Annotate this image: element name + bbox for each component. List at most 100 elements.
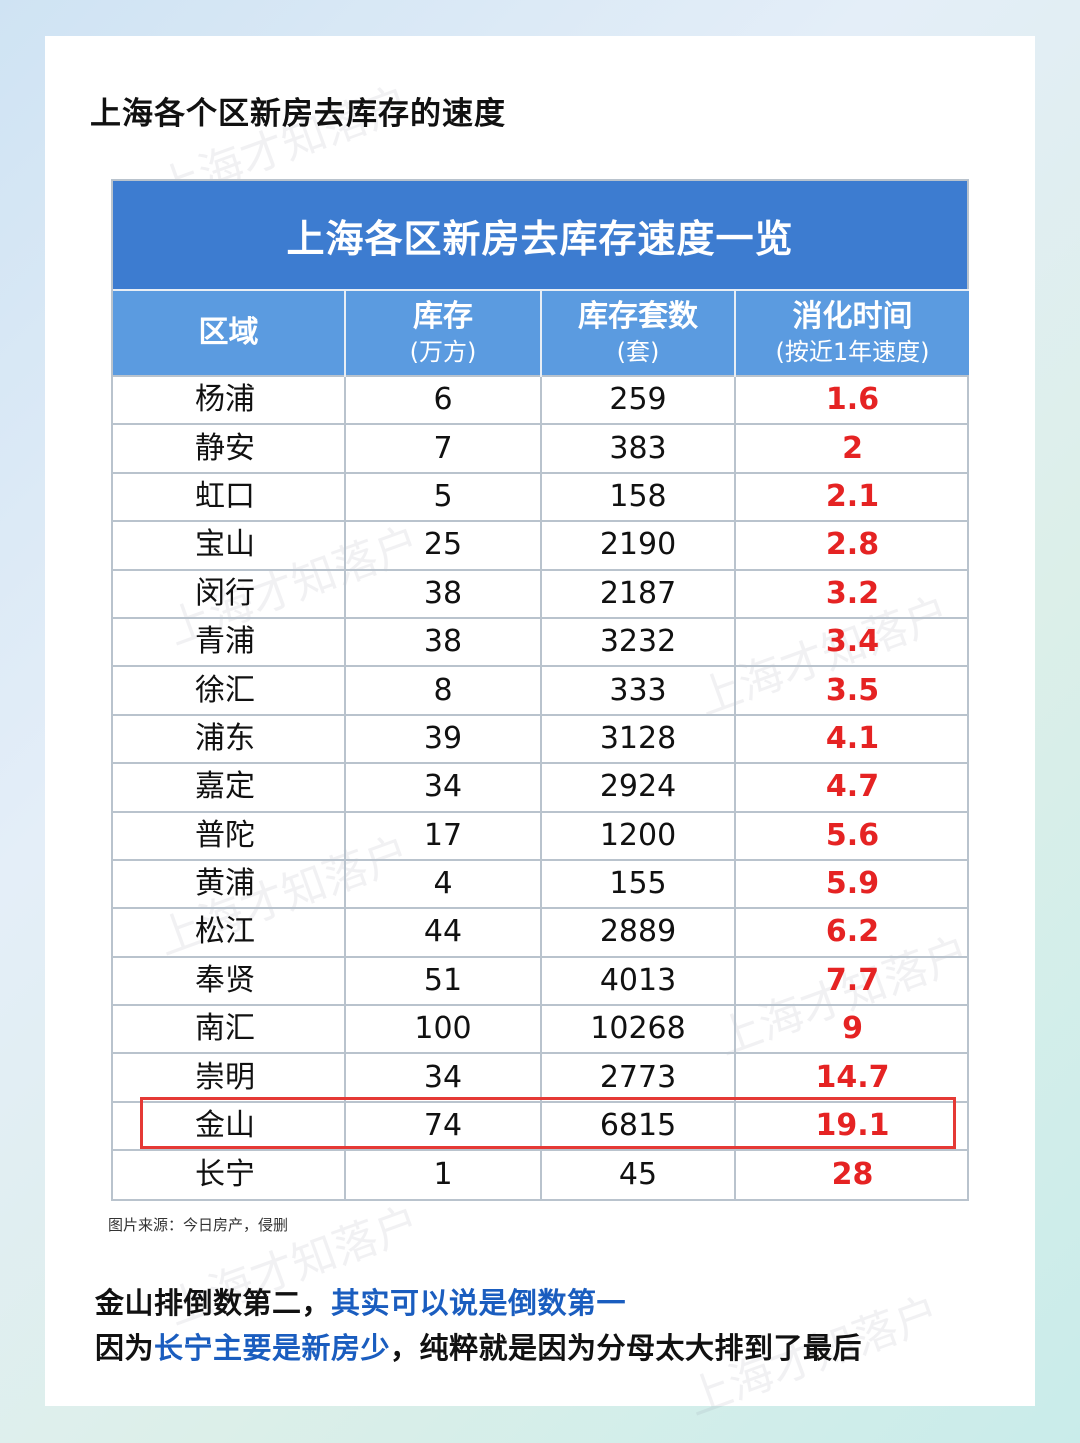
units-cell: 1200 (541, 810, 736, 860)
stock-cell: 34 (345, 1052, 542, 1102)
region-cell: 浦东 (113, 713, 346, 764)
table-row: 杨浦 6 259 1.6 (113, 374, 969, 425)
table-row: 松江 44 2889 6.2 (113, 907, 969, 957)
units-cell: 3128 (541, 713, 736, 764)
table-row: 奉贤 51 4013 7.7 (113, 955, 969, 1006)
units-cell: 3232 (541, 616, 736, 667)
stock-cell: 5 (345, 471, 542, 522)
page-title: 上海各个区新房去库存的速度 (90, 96, 506, 132)
units-cell: 333 (541, 665, 736, 715)
stock-cell: 8 (345, 665, 542, 715)
stock-cell: 4 (345, 858, 542, 909)
column-header-region: 区域 (113, 289, 346, 376)
footer-text: ，纯粹就是因为分母太大排到了最后 (390, 1331, 863, 1365)
time-cell: 19.1 (735, 1100, 969, 1151)
table-row: 南汇 100 10268 9 (113, 1004, 969, 1054)
region-cell: 徐汇 (113, 665, 346, 715)
stock-cell: 38 (345, 568, 542, 618)
table-banner-title: 上海各区新房去库存速度一览 (113, 181, 967, 289)
table-row: 徐汇 8 333 3.5 (113, 665, 969, 715)
table-row: 静安 7 383 2 (113, 423, 969, 473)
units-cell: 45 (541, 1149, 736, 1199)
column-header-time: 消化时间 (按近1年速度) (735, 289, 969, 376)
region-cell: 闵行 (113, 568, 346, 618)
table-row: 青浦 38 3232 3.4 (113, 616, 969, 667)
stock-cell: 1 (345, 1149, 542, 1199)
column-header-units: 库存套数 (套) (541, 289, 736, 376)
table-row: 金山 74 6815 19.1 (113, 1100, 969, 1151)
stock-cell: 25 (345, 520, 542, 570)
time-cell: 3.4 (735, 616, 969, 667)
region-cell: 宝山 (113, 520, 346, 570)
table-row: 闵行 38 2187 3.2 (113, 568, 969, 618)
region-cell: 虹口 (113, 471, 346, 522)
units-cell: 158 (541, 471, 736, 522)
footer-line-2: 因为长宁主要是新房少，纯粹就是因为分母太大排到了最后 (95, 1325, 862, 1367)
footer-line-1: 金山排倒数第二，其实可以说是倒数第一 (95, 1280, 626, 1322)
region-cell: 长宁 (113, 1149, 346, 1199)
footer-emphasis: 其实可以说是倒数第一 (331, 1286, 627, 1320)
region-cell: 松江 (113, 907, 346, 957)
region-cell: 嘉定 (113, 762, 346, 812)
stock-cell: 17 (345, 810, 542, 860)
time-cell: 7.7 (735, 955, 969, 1006)
region-cell: 金山 (113, 1100, 346, 1151)
column-header-stock: 库存 (万方) (345, 289, 542, 376)
stock-cell: 51 (345, 955, 542, 1006)
time-cell: 14.7 (735, 1052, 969, 1102)
units-cell: 10268 (541, 1004, 736, 1054)
region-cell: 南汇 (113, 1004, 346, 1054)
stock-cell: 39 (345, 713, 542, 764)
source-note: 图片来源：今日房产，侵删 (108, 1216, 289, 1234)
stock-cell: 6 (345, 374, 542, 425)
time-cell: 4.1 (735, 713, 969, 764)
table-body: 杨浦 6 259 1.6 静安 7 383 2 虹口 5 158 2.1 宝山 25 2190 2.8 闵行 38… (113, 374, 969, 1199)
region-cell: 奉贤 (113, 955, 346, 1006)
stock-cell: 74 (345, 1100, 542, 1151)
stock-cell: 100 (345, 1004, 542, 1054)
table-row: 宝山 25 2190 2.8 (113, 520, 969, 570)
stock-cell: 34 (345, 762, 542, 812)
table-row: 黄浦 4 155 5.9 (113, 858, 969, 909)
footer-emphasis: 长宁主要是新房少 (154, 1331, 391, 1365)
units-cell: 4013 (541, 955, 736, 1006)
time-cell: 5.6 (735, 810, 969, 860)
units-cell: 155 (541, 858, 736, 909)
stock-cell: 7 (345, 423, 542, 473)
units-cell: 2773 (541, 1052, 736, 1102)
table-row: 嘉定 34 2924 4.7 (113, 762, 969, 812)
units-cell: 259 (541, 374, 736, 425)
units-cell: 6815 (541, 1100, 736, 1151)
footer-text: 因为 (95, 1331, 155, 1365)
inventory-table: 上海各区新房去库存速度一览 区域 库存 (万方) 库存套数 (套) 消化时间 (111, 179, 969, 1201)
stock-cell: 38 (345, 616, 542, 667)
region-cell: 普陀 (113, 810, 346, 860)
time-cell: 9 (735, 1004, 969, 1054)
units-cell: 2924 (541, 762, 736, 812)
time-cell: 6.2 (735, 907, 969, 957)
region-cell: 崇明 (113, 1052, 346, 1102)
units-cell: 383 (541, 423, 736, 473)
time-cell: 5.9 (735, 858, 969, 909)
time-cell: 2 (735, 423, 969, 473)
table-row: 长宁 1 45 28 (113, 1149, 969, 1199)
time-cell: 1.6 (735, 374, 969, 425)
region-cell: 静安 (113, 423, 346, 473)
table-row: 浦东 39 3128 4.1 (113, 713, 969, 764)
footer-text: 金山排倒数第二， (95, 1286, 332, 1320)
table-row: 普陀 17 1200 5.6 (113, 810, 969, 860)
time-cell: 4.7 (735, 762, 969, 812)
region-cell: 黄浦 (113, 858, 346, 909)
units-cell: 2190 (541, 520, 736, 570)
time-cell: 3.5 (735, 665, 969, 715)
time-cell: 3.2 (735, 568, 969, 618)
region-cell: 青浦 (113, 616, 346, 667)
units-cell: 2187 (541, 568, 736, 618)
table-header-row: 区域 库存 (万方) 库存套数 (套) 消化时间 (按近1年速度) (113, 289, 969, 376)
table-row: 崇明 34 2773 14.7 (113, 1052, 969, 1102)
stock-cell: 44 (345, 907, 542, 957)
region-cell: 杨浦 (113, 374, 346, 425)
units-cell: 2889 (541, 907, 736, 957)
time-cell: 2.8 (735, 520, 969, 570)
time-cell: 28 (735, 1149, 969, 1199)
